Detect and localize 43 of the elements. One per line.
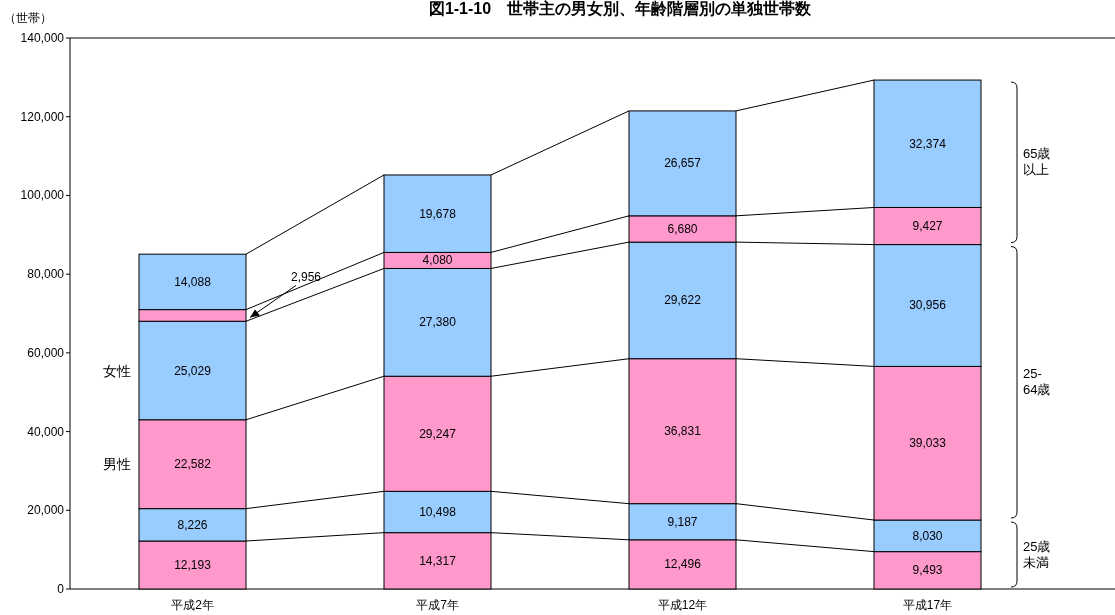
- data-label: 12,496: [664, 557, 702, 572]
- y-tick-label: 40,000: [27, 424, 65, 439]
- data-label: 27,380: [419, 315, 457, 330]
- data-label: 6,680: [667, 221, 698, 236]
- chart-title: 図1-1-10 世帯主の男女別、年齢階層別の単独世帯数: [428, 0, 813, 17]
- series-label: 女性: [103, 362, 131, 379]
- data-label: 22,582: [174, 457, 212, 472]
- x-tick-label: 平成7年: [416, 598, 459, 612]
- data-label: 4,080: [422, 253, 453, 268]
- data-label: 9,493: [912, 563, 943, 578]
- y-tick-label: 140,000: [20, 31, 65, 45]
- annotation: 25歳未満: [1023, 538, 1051, 570]
- x-tick-label: 平成12年: [657, 598, 708, 612]
- data-label: 30,956: [909, 298, 947, 313]
- data-label: 19,678: [419, 206, 457, 221]
- data-label: 14,317: [419, 553, 457, 568]
- x-tick-label: 平成17年: [902, 598, 953, 612]
- data-label: 26,657: [664, 156, 702, 171]
- x-tick-label: 平成2年: [171, 598, 214, 612]
- data-label: 12,193: [174, 558, 212, 573]
- y-tick-label: 0: [57, 582, 65, 596]
- series-label: 男性: [103, 456, 131, 473]
- y-tick-label: 20,000: [27, 503, 65, 518]
- y-axis-title: （世帯）: [4, 11, 52, 25]
- data-label: 32,374: [909, 136, 947, 151]
- data-label: 9,427: [912, 219, 943, 234]
- data-label: 29,622: [664, 293, 702, 308]
- y-tick-label: 100,000: [20, 188, 65, 203]
- y-tick-label: 80,000: [27, 267, 65, 282]
- data-label: 9,187: [667, 514, 698, 529]
- data-label: 8,226: [177, 517, 208, 532]
- data-label: 8,030: [912, 528, 943, 543]
- y-tick-label: 60,000: [27, 345, 65, 360]
- data-label: 39,033: [909, 436, 947, 451]
- data-label: 29,247: [419, 426, 457, 441]
- data-label: 14,088: [174, 274, 212, 289]
- y-tick-label: 120,000: [20, 109, 65, 124]
- data-label: 25,029: [174, 363, 212, 378]
- data-label: 10,498: [419, 504, 457, 519]
- data-label: 36,831: [664, 424, 702, 439]
- data-label: 2,956: [291, 270, 322, 285]
- annotation: 65歳以上: [1023, 146, 1051, 178]
- annotation: 25-64歳: [1023, 366, 1051, 398]
